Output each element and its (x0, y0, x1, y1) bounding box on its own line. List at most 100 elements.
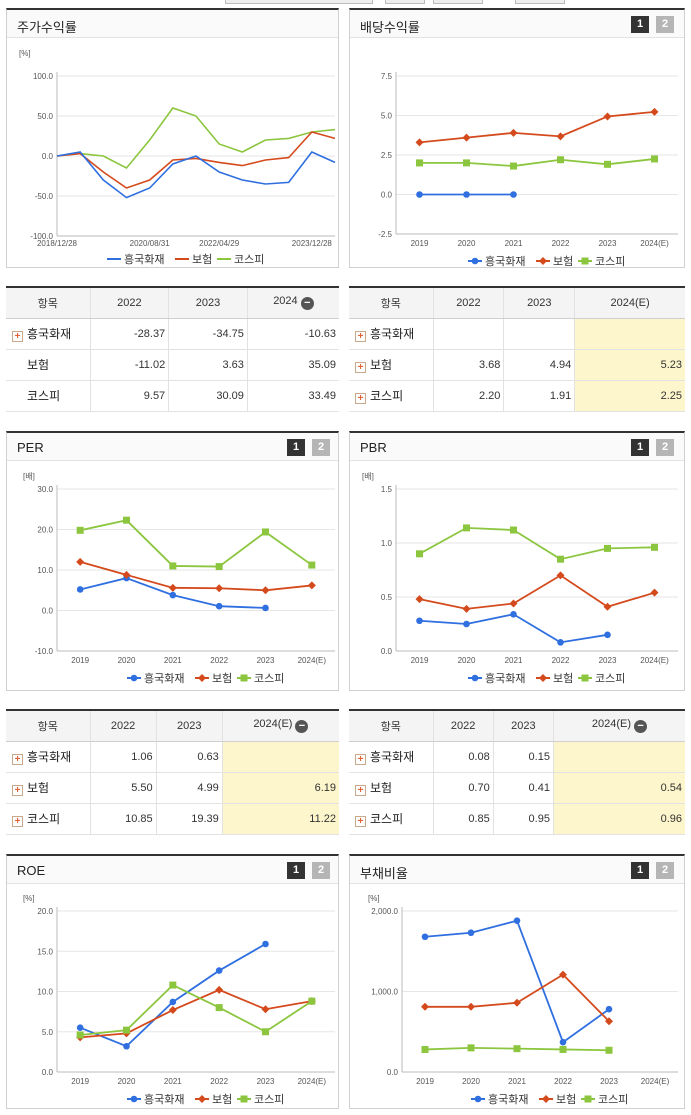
row-label: 흥국화재 (370, 327, 415, 341)
expand-plus-icon[interactable]: + (355, 785, 366, 796)
dividend-yield-panel: 배당수익률 1 2 7.5 5.0 2.5 0.0 -2.5 2019 2020 2021 20… (349, 8, 685, 268)
data-point (559, 970, 567, 979)
view-2-button[interactable]: 2 (312, 439, 330, 456)
column-header-label: 2024(E) (610, 296, 650, 309)
data-point (463, 191, 470, 198)
data-point (240, 674, 248, 682)
view-1-button[interactable]: 1 (287, 439, 305, 456)
stock-return-table: 항목 2022 2023 2024− + 흥국화재 -28.37 -34.75 -10.63 보험… (6, 286, 339, 412)
expand-plus-icon[interactable]: + (12, 331, 23, 342)
x-tick-label: 2020 (458, 656, 476, 665)
row-label-cell: + 흥국화재 (6, 741, 90, 773)
x-tick-label: 2024(E) (640, 656, 669, 665)
table-cell: -10.63 (246, 318, 339, 350)
data-point (557, 156, 564, 164)
view-1-button[interactable]: 1 (631, 862, 649, 879)
table-cell: 0.54 (552, 772, 685, 804)
series-line (425, 973, 610, 1022)
view-2-button[interactable]: 2 (656, 862, 674, 879)
row-label: 보험 (370, 781, 393, 795)
column-header-label: 2022 (110, 719, 136, 732)
expand-plus-icon[interactable]: + (355, 754, 366, 765)
per-chart: [배]30.0 20.0 10.0 0.0 -10.0 2019 2020 2021 2022 2… (23, 472, 335, 685)
collapse-minus-icon[interactable]: − (634, 720, 648, 734)
expand-plus-icon[interactable]: + (355, 816, 366, 827)
collapse-minus-icon[interactable]: − (300, 297, 314, 311)
table-cell: 0.08 (432, 741, 494, 773)
data-point (605, 1046, 613, 1054)
data-point (262, 604, 269, 612)
column-header: 2023 (155, 710, 223, 742)
top-tab[interactable] (515, 0, 565, 4)
x-tick-label: 2024(E) (641, 1077, 670, 1086)
top-tab[interactable] (385, 0, 425, 4)
table-cell: 0.15 (492, 741, 554, 773)
y-tick-label: 0.0 (42, 607, 54, 616)
table-header-row: 항목 2022 2023 2024− (6, 287, 339, 319)
view-2-button[interactable]: 2 (656, 439, 674, 456)
y-tick-label: 5.0 (42, 1028, 54, 1037)
row-label: 흥국화재 (370, 750, 415, 764)
view-1-button[interactable]: 1 (631, 439, 649, 456)
x-tick-label: 2021 (508, 1077, 526, 1086)
data-point (168, 583, 177, 592)
legend-item: 보험 (195, 672, 232, 685)
panel-header: PBR 1 2 (350, 433, 684, 461)
panel-title: 부채비율 (360, 866, 408, 881)
expand-plus-icon[interactable]: + (12, 754, 23, 765)
data-point (169, 591, 177, 599)
table-header-row: 항목 2022 2023 2024(E) − (349, 710, 685, 742)
collapse-minus-icon[interactable]: − (295, 720, 309, 734)
row-label: 보험 (27, 781, 50, 795)
table-cell: -34.75 (168, 318, 248, 350)
legend-item: 코스피 (217, 253, 264, 266)
data-point (513, 917, 521, 924)
row-label-cell: + 코스피 (349, 803, 433, 835)
data-point (603, 602, 612, 611)
legend-label: 보험 (553, 672, 573, 685)
data-point (510, 610, 517, 618)
expand-plus-icon[interactable]: + (355, 393, 366, 404)
legend-label: 보험 (553, 255, 573, 268)
data-point (509, 128, 518, 137)
column-header: 2024(E) − (552, 710, 685, 742)
view-1-button[interactable]: 1 (631, 16, 649, 33)
view-2-button[interactable]: 2 (312, 862, 330, 879)
table-cell: 5.23 (574, 349, 685, 381)
table-row: + 흥국화재 (349, 318, 685, 350)
view-2-button[interactable]: 2 (656, 16, 674, 33)
legend-item: 흥국화재 (468, 671, 525, 685)
y-tick-label: 1.0 (381, 539, 393, 548)
y-tick-label: 20.0 (37, 907, 53, 916)
view-1-button[interactable]: 1 (287, 862, 305, 879)
data-point (559, 1038, 567, 1046)
table-header-row: 항목 2022 2023 2024(E) (349, 287, 685, 319)
expand-plus-icon[interactable]: + (12, 785, 23, 796)
data-point (198, 1095, 206, 1103)
top-tab[interactable] (433, 0, 483, 4)
data-point (467, 929, 475, 937)
column-header: 2024(E) (574, 287, 685, 319)
series-line (80, 983, 313, 1036)
expand-plus-icon[interactable]: + (355, 331, 366, 342)
data-point (261, 586, 270, 595)
data-point (307, 581, 316, 590)
x-tick-label: 2022/04/29 (199, 239, 240, 248)
expand-plus-icon[interactable]: + (355, 362, 366, 373)
expand-plus-icon[interactable]: + (12, 816, 23, 827)
data-point (510, 526, 517, 534)
table-cell: 4.99 (155, 772, 223, 804)
top-tab[interactable] (225, 0, 373, 4)
x-tick-label: 2020/08/31 (130, 239, 171, 248)
x-tick-label: 2022 (210, 656, 228, 665)
column-header: 항목 (349, 287, 433, 319)
debt-ratio-chart: [%] 2,000.0 1,000.0 0.0 2019 2020 2021 2022 2023… (368, 894, 678, 1106)
table-cell (221, 741, 339, 773)
panel-header: 주가수익률 (7, 10, 338, 38)
data-point (421, 933, 429, 941)
data-point (556, 571, 565, 580)
legend-label: 보험 (212, 1093, 232, 1106)
data-point (262, 940, 269, 948)
row-label: 흥국화재 (27, 327, 72, 341)
column-header-label: 항목 (380, 720, 401, 733)
